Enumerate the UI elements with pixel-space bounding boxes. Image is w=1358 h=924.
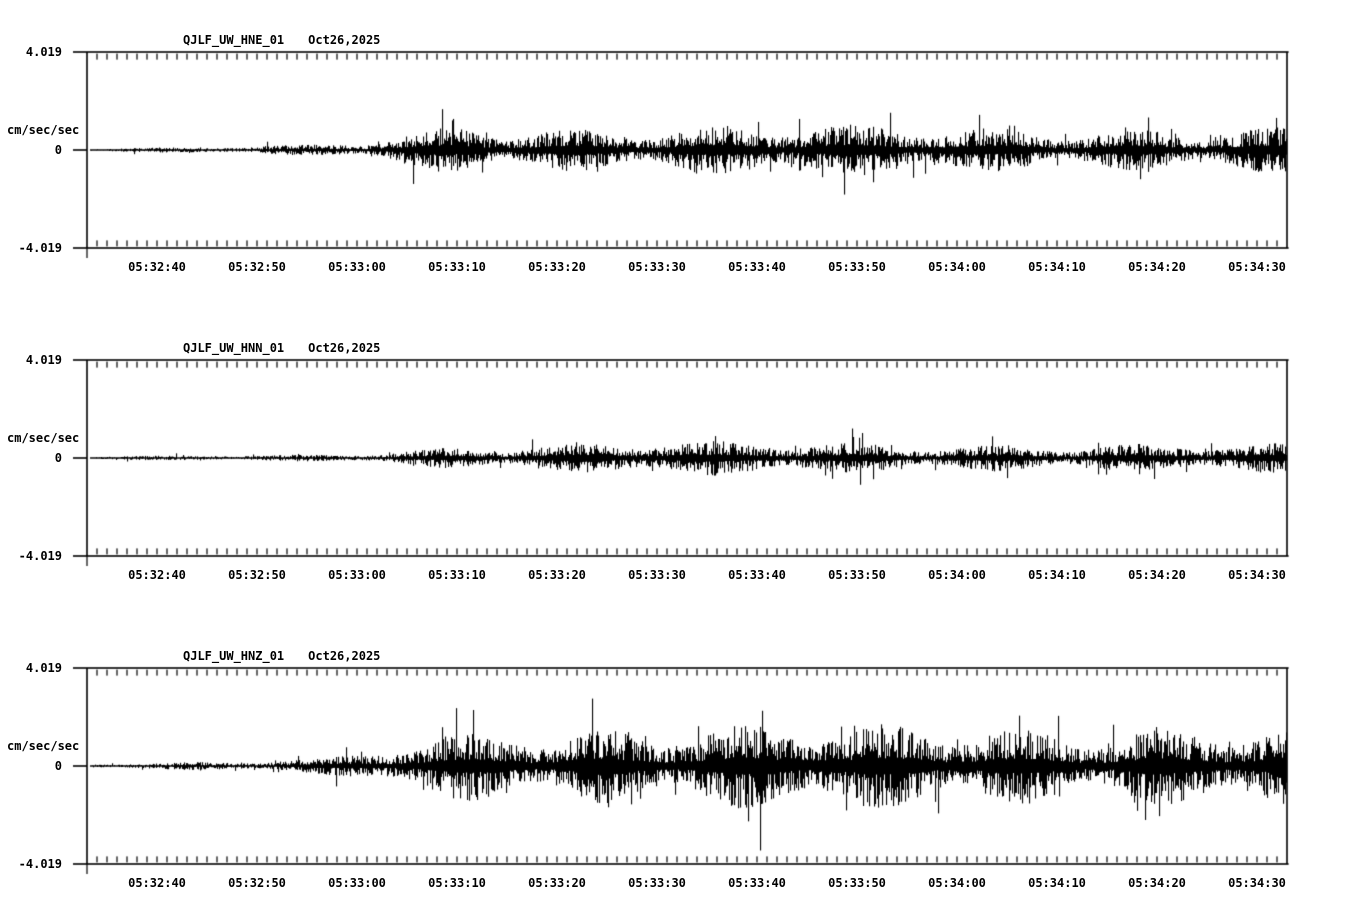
x-tick-label: 05:34:10 [1028, 260, 1086, 274]
x-tick-label: 05:33:10 [428, 876, 486, 890]
record-date: Oct26,2025 [308, 341, 381, 355]
x-tick-label: 05:32:50 [228, 876, 286, 890]
y-axis-min-label: -4.019 [18, 857, 62, 871]
x-tick-labels: 05:32:40 05:32:50 05:33:00 05:33:10 05:33:20… [0, 568, 1358, 584]
x-tick-label: 05:33:40 [728, 876, 786, 890]
x-tick-label: 05:33:20 [528, 260, 586, 274]
x-tick-label: 05:34:00 [928, 568, 986, 582]
x-tick-label: 05:33:40 [728, 568, 786, 582]
y-axis-zero-label: 0 [54, 143, 62, 157]
y-axis-min-label: -4.019 [18, 549, 62, 563]
x-tick-label: 05:32:40 [128, 876, 186, 890]
y-axis-unit-label: cm/sec/sec [7, 739, 80, 753]
x-tick-label: 05:34:30 [1228, 876, 1286, 890]
x-tick-label: 05:34:30 [1228, 568, 1286, 582]
panel-title: QJLF_UW_HNE_01 Oct26,2025 [183, 33, 380, 47]
x-tick-label: 05:33:10 [428, 260, 486, 274]
x-tick-label: 05:33:30 [628, 876, 686, 890]
x-tick-label: 05:34:20 [1128, 876, 1186, 890]
y-axis-max-label: 4.019 [25, 353, 62, 367]
y-axis-unit-label: cm/sec/sec [7, 123, 80, 137]
panel-title: QJLF_UW_HNN_01 Oct26,2025 [183, 341, 380, 355]
x-tick-label: 05:34:20 [1128, 568, 1186, 582]
x-tick-label: 05:32:40 [128, 568, 186, 582]
x-tick-label: 05:32:50 [228, 260, 286, 274]
record-date: Oct26,2025 [308, 33, 381, 47]
x-tick-label: 05:33:10 [428, 568, 486, 582]
x-tick-labels: 05:32:40 05:32:50 05:33:00 05:33:10 05:33:20… [0, 260, 1358, 276]
x-tick-label: 05:34:00 [928, 876, 986, 890]
x-tick-label: 05:33:50 [828, 568, 886, 582]
y-axis-unit-label: cm/sec/sec [7, 431, 80, 445]
x-tick-labels: 05:32:40 05:32:50 05:33:00 05:33:10 05:33:20… [0, 876, 1358, 892]
panel-title: QJLF_UW_HNZ_01 Oct26,2025 [183, 649, 380, 663]
x-tick-label: 05:33:00 [328, 876, 386, 890]
x-tick-label: 05:32:50 [228, 568, 286, 582]
x-tick-label: 05:34:00 [928, 260, 986, 274]
station-id: QJLF_UW_HNN_01 [183, 341, 285, 355]
record-date: Oct26,2025 [308, 649, 381, 663]
y-axis-max-label: 4.019 [25, 661, 62, 675]
x-tick-label: 05:34:20 [1128, 260, 1186, 274]
x-tick-label: 05:33:00 [328, 260, 386, 274]
x-tick-label: 05:33:50 [828, 876, 886, 890]
x-tick-label: 05:34:10 [1028, 568, 1086, 582]
x-tick-label: 05:33:20 [528, 876, 586, 890]
x-tick-label: 05:33:20 [528, 568, 586, 582]
x-tick-label: 05:33:40 [728, 260, 786, 274]
y-axis-min-label: -4.019 [18, 241, 62, 255]
x-tick-label: 05:33:30 [628, 260, 686, 274]
x-tick-label: 05:32:40 [128, 260, 186, 274]
x-tick-label: 05:33:00 [328, 568, 386, 582]
x-tick-label: 05:34:30 [1228, 260, 1286, 274]
station-id: QJLF_UW_HNZ_01 [183, 649, 285, 663]
station-id: QJLF_UW_HNE_01 [183, 33, 285, 47]
y-axis-zero-label: 0 [54, 759, 62, 773]
x-tick-label: 05:34:10 [1028, 876, 1086, 890]
y-axis-max-label: 4.019 [25, 45, 62, 59]
y-axis-zero-label: 0 [54, 451, 62, 465]
x-tick-label: 05:33:30 [628, 568, 686, 582]
x-tick-label: 05:33:50 [828, 260, 886, 274]
